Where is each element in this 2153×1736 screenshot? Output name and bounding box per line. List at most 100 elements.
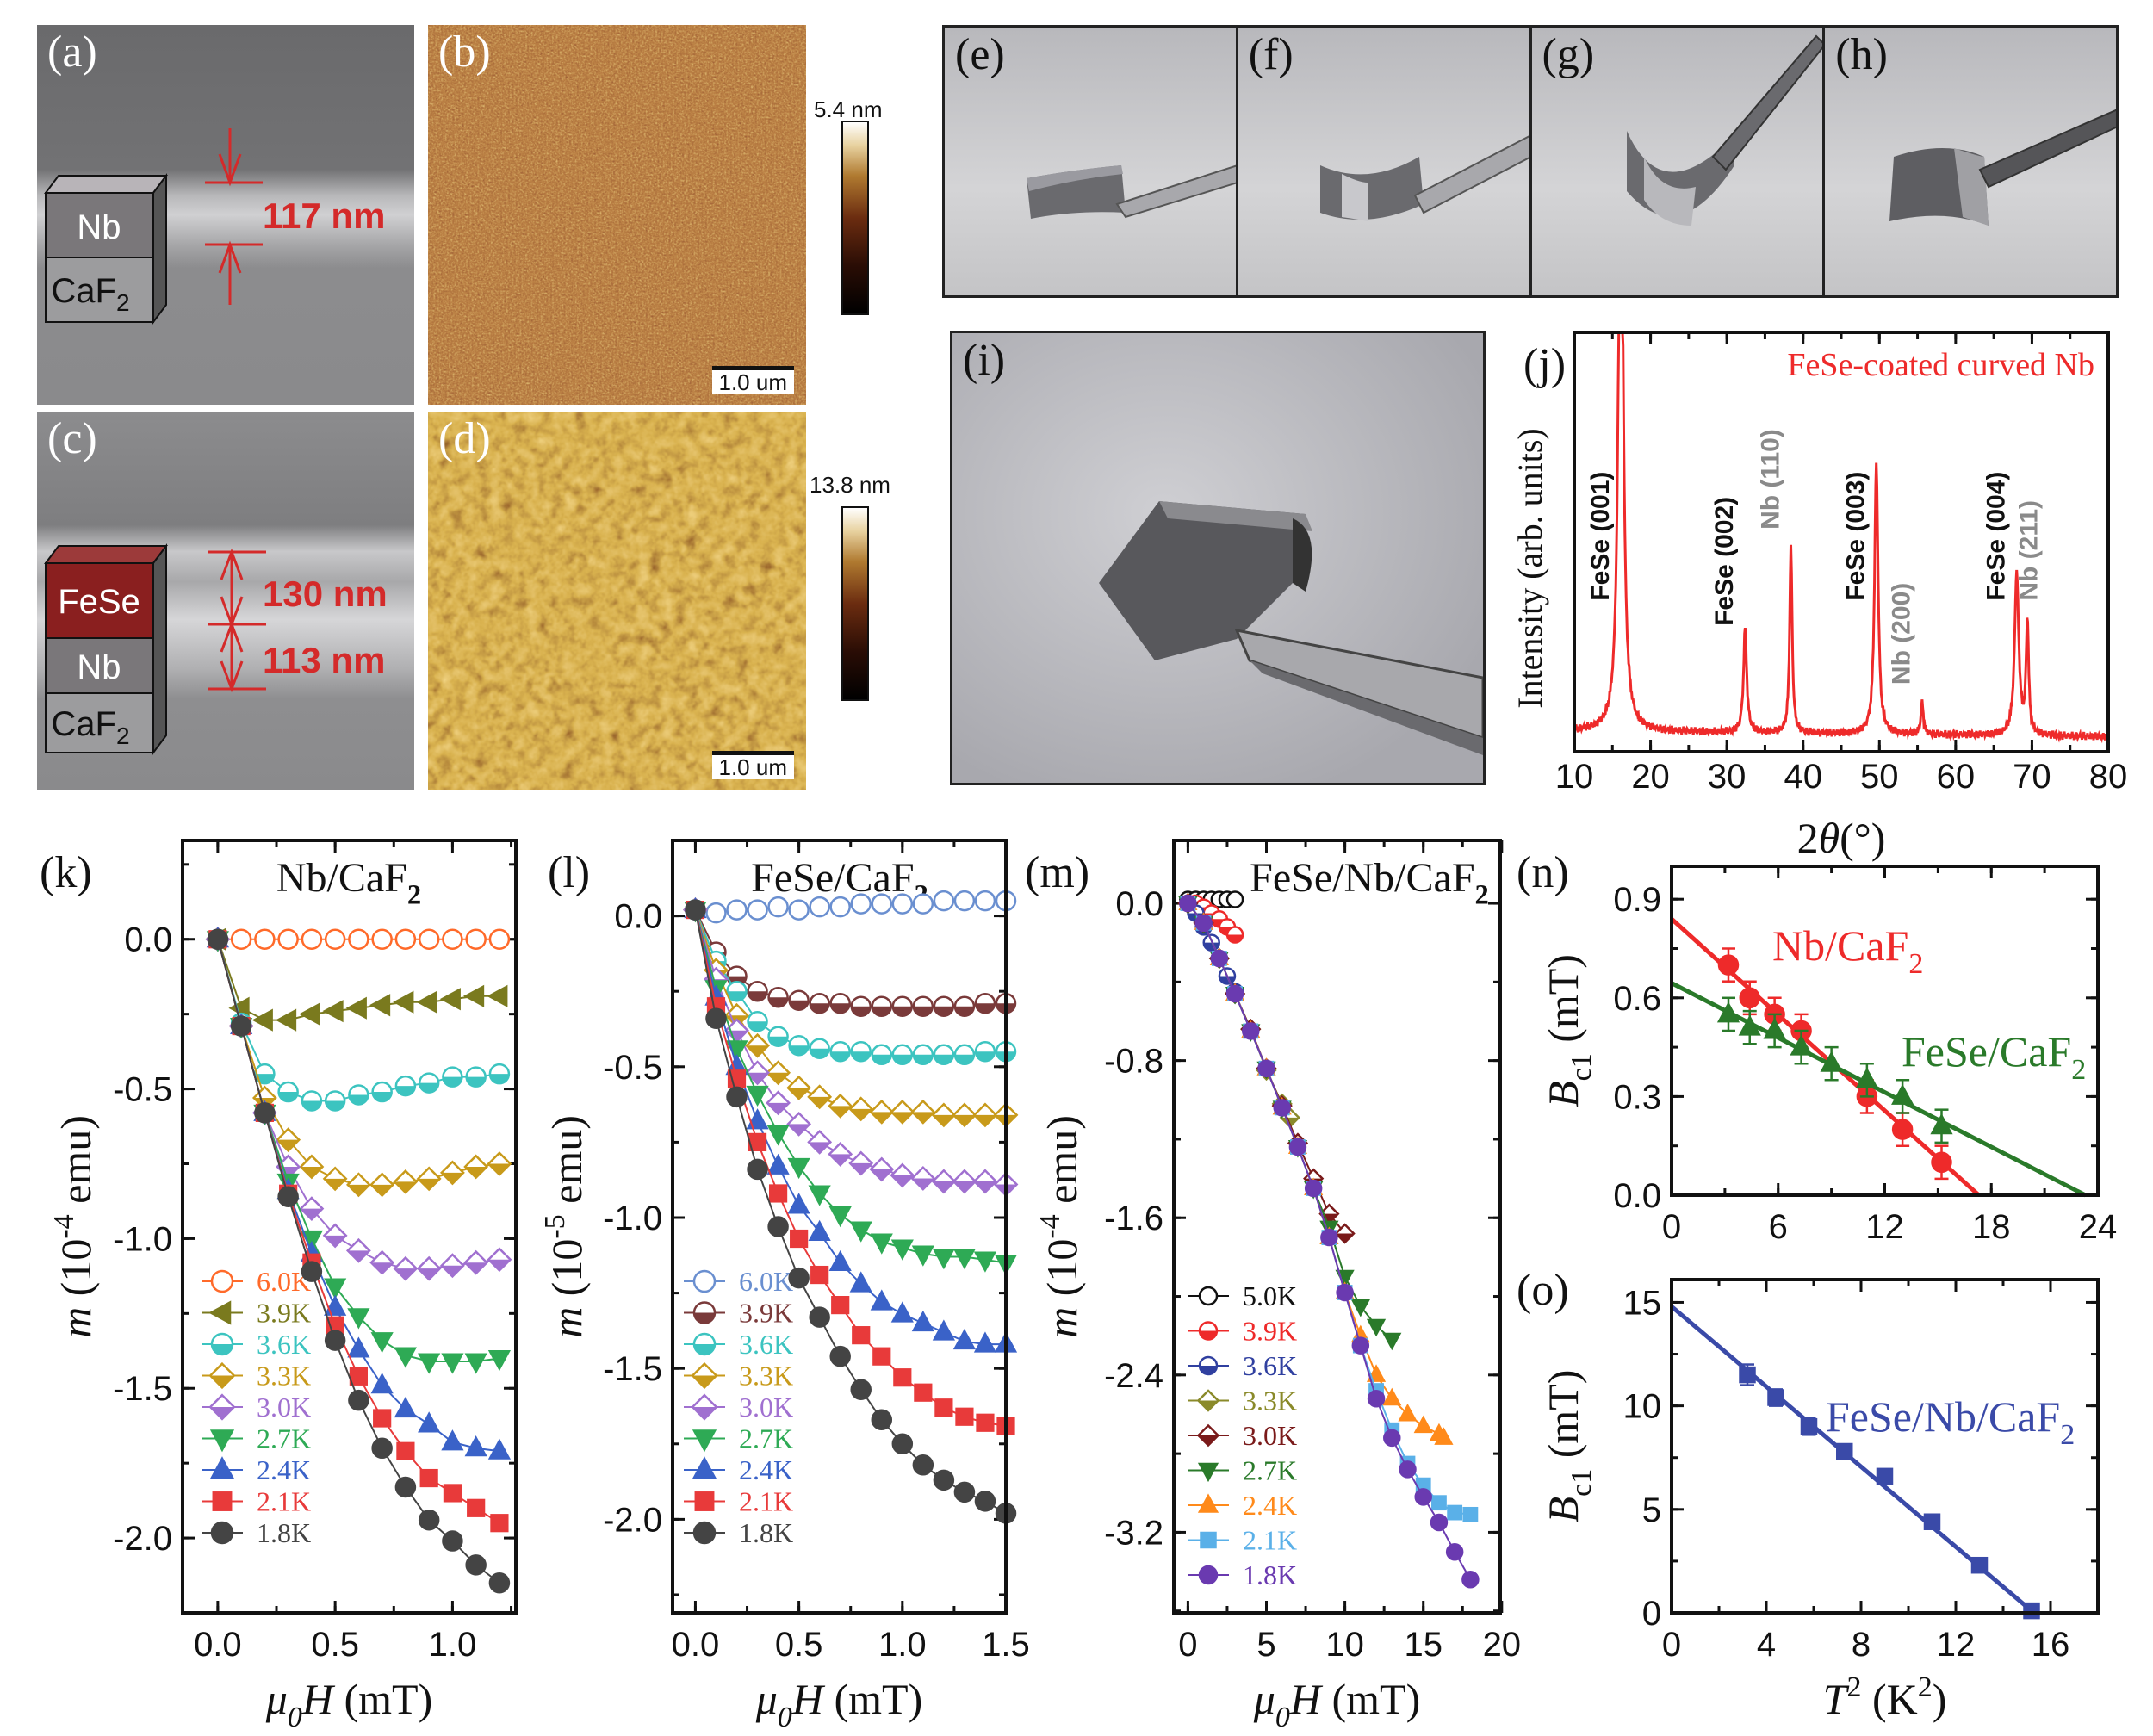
marker-half-fill (727, 991, 747, 1001)
text-segment: T (1823, 1675, 1850, 1723)
sem-image-c: FeSe Nb CaF2 130 nm 113 nm (c) (37, 412, 414, 790)
marker-tri-down (418, 1353, 441, 1374)
marker-circle (1288, 1138, 1307, 1156)
marker-half-fill (326, 1100, 345, 1111)
marker-half-fill (891, 1175, 914, 1187)
marker-circle (685, 899, 706, 921)
marker-tri-up (1738, 1014, 1761, 1036)
x-tick-label: 8 (1852, 1626, 1871, 1664)
marker-tri-up (394, 1396, 418, 1418)
sem-annotation: FeSe Nb CaF2 130 nm 113 nm (44, 543, 388, 755)
marker-circle (371, 1437, 393, 1460)
photo-e: (e) (945, 28, 1238, 295)
marker-half-fill (1198, 1400, 1219, 1410)
marker-tri-up (849, 1271, 872, 1293)
marker-circle (418, 928, 440, 950)
marker-tri-down (808, 1185, 831, 1206)
marker-half-fill (851, 1006, 871, 1016)
marker-half-fill (466, 1076, 486, 1087)
marker-half-fill (892, 1006, 912, 1016)
marker-tri-down (787, 1157, 810, 1180)
text-segment: (K (1861, 1675, 1917, 1723)
marker-tri-down (347, 1308, 370, 1330)
marker-square (872, 1347, 891, 1366)
marker-circle (488, 1572, 511, 1594)
marker-circle (488, 928, 511, 950)
afm-image-b: (b) 1.0 um (428, 25, 806, 405)
y-axis-label: Bc1 (mT) (1539, 1370, 1598, 1523)
y-tick-label: -1.0 (113, 1220, 172, 1258)
marker-half-fill (850, 1108, 872, 1120)
y-axis-label: m (10-4 emu) (1034, 1115, 1086, 1338)
marker-circle (1383, 1429, 1401, 1448)
marker-half-fill (975, 1051, 995, 1062)
x-tick-label: 0 (1662, 1626, 1681, 1664)
text-segment: (mT) (333, 1675, 432, 1723)
y-tick-label: -1.5 (113, 1370, 172, 1408)
marker-circle (788, 899, 810, 921)
marker-square (212, 1491, 233, 1511)
chart-title: FeSe/Nb/CaF2 (1250, 855, 1489, 910)
marker-circle (1891, 1119, 1914, 1140)
marker-square (768, 1184, 788, 1203)
marker-circle (442, 1530, 463, 1552)
text-segment: c1 (1566, 1469, 1598, 1497)
plot-frame (1670, 1278, 2100, 1615)
marker-tri-down (1350, 1299, 1370, 1318)
marker-half-fill (810, 1003, 829, 1014)
text-segment: (°) (1840, 814, 1885, 862)
marker-half-fill (768, 1036, 788, 1046)
y-tick-label: 0.0 (1613, 1177, 1661, 1215)
y-tick-label: -2.4 (1104, 1357, 1163, 1395)
marker-tri-up (1891, 1083, 1914, 1105)
marker-circle (850, 893, 872, 914)
x-tick-label: 1.5 (982, 1626, 1030, 1664)
marker-tri-left (393, 990, 414, 1014)
marker-half-fill (748, 1021, 767, 1032)
marker-half-fill (301, 1166, 323, 1178)
marker-square (1462, 1506, 1479, 1522)
marker-tri-down (973, 1251, 997, 1273)
marker-circle (692, 1269, 717, 1293)
text-segment: emu) (1038, 1115, 1086, 1214)
marker-circle (809, 896, 830, 918)
series-label: FeSe/Nb/CaF2 (1826, 1392, 2075, 1451)
y-tick-label: 0.3 (1613, 1078, 1661, 1116)
marker-half-fill (954, 1054, 974, 1064)
marker-half-fill (766, 1102, 790, 1114)
marker-circle (1320, 1228, 1338, 1247)
y-tick-label: 0 (1642, 1595, 1661, 1633)
peak-label: FeSe (004) (1982, 472, 2011, 601)
marker-tri-up (487, 1438, 512, 1460)
marker-circle (767, 896, 789, 918)
marker-circle (1399, 1460, 1417, 1479)
marker-tri-up (808, 1219, 831, 1242)
marker-circle (692, 1521, 717, 1545)
chart-m: 0 5 10 15 200.0-0.8-1.6-2.4-3.2(m)μ0H (mT)m … (1025, 839, 1521, 1733)
series-label: FeSe/CaF2 (1902, 1027, 2086, 1086)
text-segment: -4 (1034, 1214, 1066, 1238)
marker-tri-up (766, 1153, 790, 1175)
marker-half-fill (912, 1112, 934, 1124)
marker-circle (301, 1261, 323, 1282)
marker-circle (933, 890, 955, 912)
marker-circle (767, 1216, 789, 1237)
series: 3.9K (1179, 894, 1297, 1347)
legend-label: 1.8K (1243, 1559, 1297, 1590)
x-axis-label: 2θ(°) (1797, 814, 1886, 862)
marker-circle (418, 1509, 440, 1531)
marker-square (373, 1409, 392, 1428)
marker-half-fill (694, 1344, 715, 1355)
text-segment: Nb/CaF (1772, 921, 1908, 970)
marker-circle (912, 1454, 934, 1476)
text-segment: 2 (1475, 879, 1489, 910)
legend-label: 3.3K (1243, 1386, 1297, 1417)
layer-label-nb: Nb (77, 648, 121, 686)
panel-label-b: (b) (438, 28, 491, 77)
marker-tri-left (416, 990, 437, 1014)
marker-circle (1367, 1389, 1386, 1408)
marker-tri-down (441, 1353, 464, 1374)
marker-half-fill (871, 1169, 893, 1181)
marker-tri-up (1434, 1427, 1454, 1445)
text-segment: 2 (2071, 1054, 2086, 1086)
